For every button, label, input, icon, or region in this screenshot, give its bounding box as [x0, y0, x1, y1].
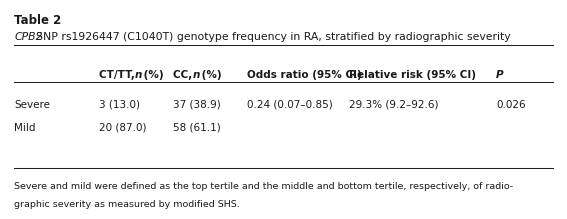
Text: CPB2: CPB2	[14, 32, 43, 42]
Text: 3 (13.0): 3 (13.0)	[99, 100, 140, 110]
Text: Mild: Mild	[14, 123, 36, 133]
Text: Table 2: Table 2	[14, 14, 61, 27]
Text: 37 (38.9): 37 (38.9)	[173, 100, 221, 110]
Text: 0.24 (0.07–0.85): 0.24 (0.07–0.85)	[247, 100, 332, 110]
Text: Odds ratio (95% CI): Odds ratio (95% CI)	[247, 70, 361, 80]
Text: CC,: CC,	[173, 70, 196, 80]
Text: Severe: Severe	[14, 100, 50, 110]
Text: Relative risk (95% CI): Relative risk (95% CI)	[349, 70, 476, 80]
Text: Severe and mild were defined as the top tertile and the middle and bottom tertil: Severe and mild were defined as the top …	[14, 182, 513, 191]
Text: n: n	[193, 70, 200, 80]
Text: 29.3% (9.2–92.6): 29.3% (9.2–92.6)	[349, 100, 438, 110]
Text: (%): (%)	[198, 70, 222, 80]
Text: 20 (87.0): 20 (87.0)	[99, 123, 147, 133]
Text: P: P	[496, 70, 503, 80]
Text: SNP rs1926447 (C1040T) genotype frequency in RA, stratified by radiographic seve: SNP rs1926447 (C1040T) genotype frequenc…	[36, 32, 510, 42]
Text: CT/TT,: CT/TT,	[99, 70, 139, 80]
Text: graphic severity as measured by modified SHS.: graphic severity as measured by modified…	[14, 200, 240, 209]
Text: 0.026: 0.026	[496, 100, 526, 110]
Text: n: n	[134, 70, 142, 80]
Text: (%): (%)	[140, 70, 164, 80]
Text: 58 (61.1): 58 (61.1)	[173, 123, 221, 133]
